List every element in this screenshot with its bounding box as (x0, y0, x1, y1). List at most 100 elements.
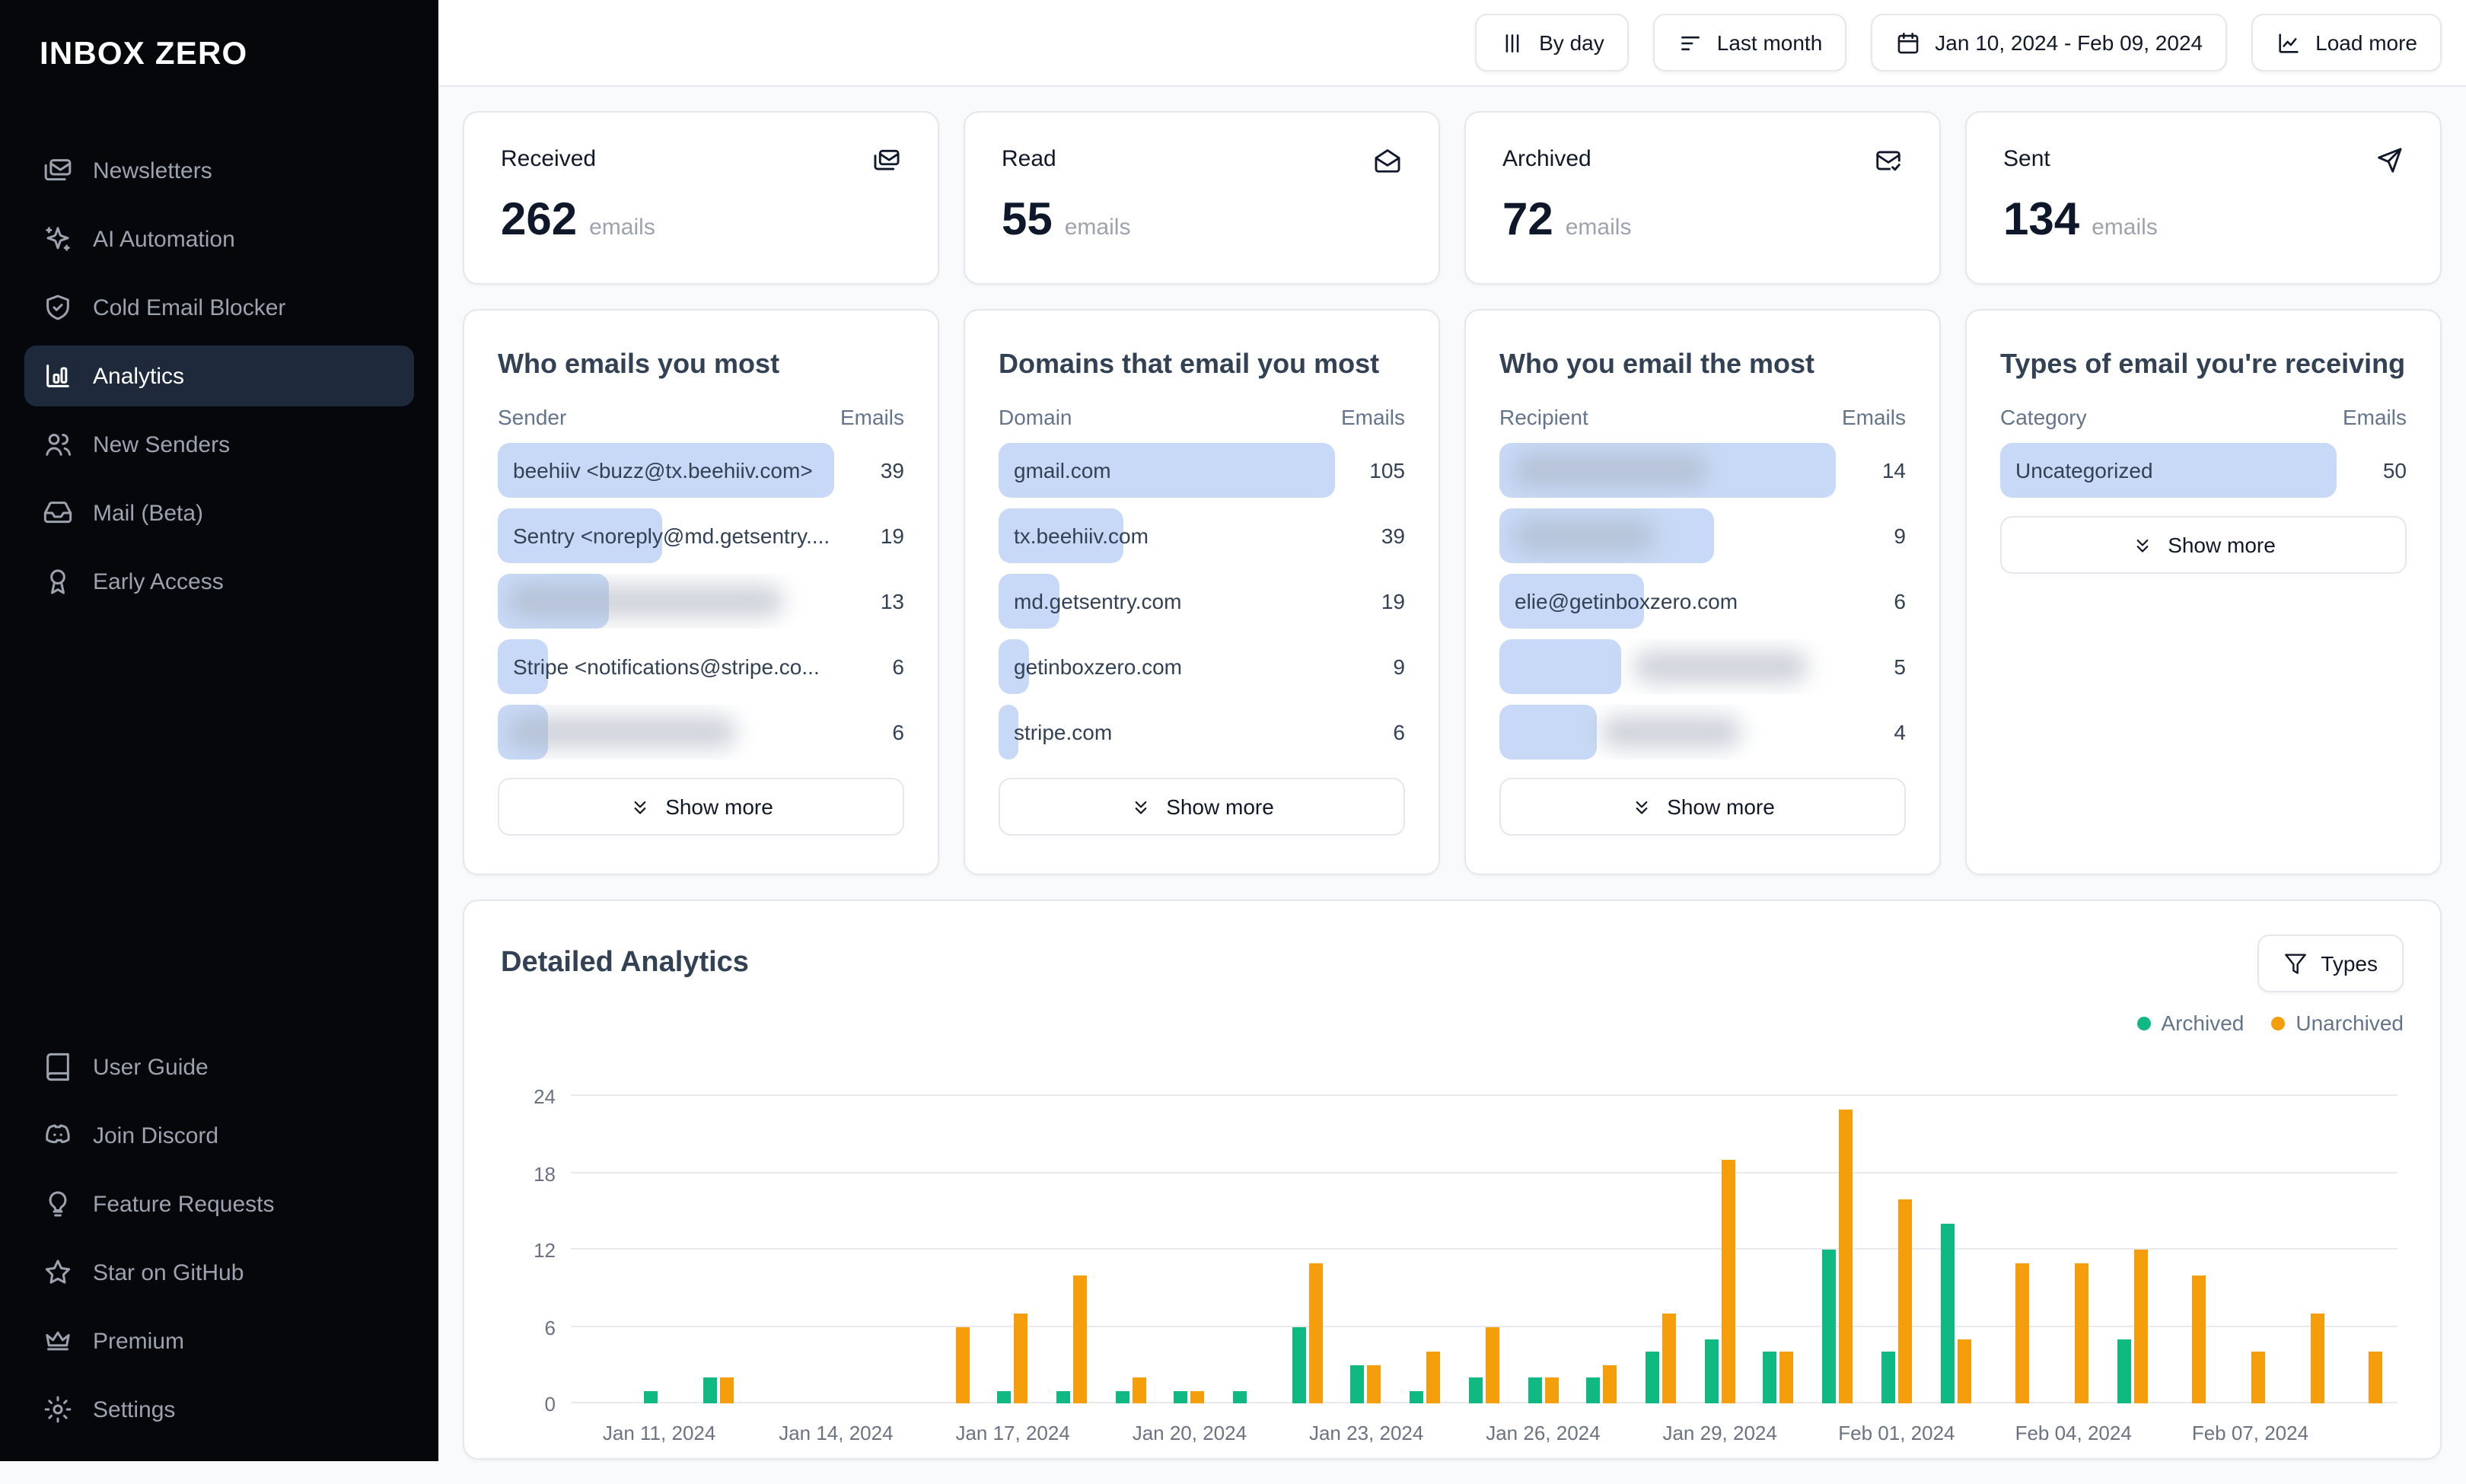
row-value: 19 (880, 524, 904, 548)
show-more-label: Show more (2168, 533, 2276, 557)
stats-row: Received 262 emails Read 55 emails Archived 72 e… (463, 111, 2442, 285)
row-bar-track: gmail.com (999, 443, 1335, 498)
bar-unarchived (2133, 1250, 2148, 1403)
chart-line-icon (2276, 30, 2302, 56)
sidebar-item-label: Settings (93, 1396, 176, 1422)
row-bar-track (1499, 639, 1836, 694)
table-row: getinboxzero.com 9 (999, 639, 1405, 694)
button-label: Last month (1716, 30, 1823, 55)
gridline (571, 1248, 2398, 1250)
settings-icon (43, 1394, 73, 1425)
bar-group (1454, 1068, 1513, 1403)
sidebar-item-join-discord[interactable]: Join Discord (24, 1105, 414, 1166)
show-more-button[interactable]: Show more (498, 778, 904, 836)
table-row: 13 (498, 574, 904, 629)
sidebar-item-feature-requests[interactable]: Feature Requests (24, 1174, 414, 1234)
sidebar-item-ai-automation[interactable]: AI Automation (24, 209, 414, 269)
sidebar-item-label: Star on GitHub (93, 1259, 244, 1285)
sidebar-item-star-on-github[interactable]: Star on GitHub (24, 1242, 414, 1303)
chevrons-down-icon (2131, 533, 2154, 556)
bar-unarchived (1544, 1377, 1559, 1403)
discord-icon (43, 1120, 73, 1151)
y-axis-tick-label: 12 (534, 1239, 556, 1263)
jan-10-2024-feb-09-2024-button[interactable]: Jan 10, 2024 - Feb 09, 2024 (1871, 14, 2228, 72)
stat-card-read: Read 55 emails (964, 111, 1440, 285)
x-axis-tick-label: Jan 26, 2024 (1486, 1422, 1601, 1444)
row-label: Sentry <noreply@md.getsentry.... (513, 524, 830, 548)
sidebar-item-newsletters[interactable]: Newsletters (24, 140, 414, 201)
panel-column-headers: Domain Emails (999, 405, 1405, 429)
x-axis-tick-label: Feb 01, 2024 (1838, 1422, 1955, 1444)
types-filter-label: Types (2321, 951, 2378, 976)
types-filter-button[interactable]: Types (2257, 935, 2404, 992)
show-more-label: Show more (1667, 795, 1775, 819)
bar-archived (644, 1390, 658, 1403)
last-month-button[interactable]: Last month (1652, 14, 1847, 72)
load-more-button[interactable]: Load more (2251, 14, 2442, 72)
x-axis-tick-label: Jan 23, 2024 (1308, 1422, 1424, 1444)
sidebar-item-early-access[interactable]: Early Access (24, 551, 414, 612)
bar-archived (1468, 1377, 1483, 1403)
row-value: 50 (2382, 458, 2407, 482)
app-logo: INBOX ZERO (40, 37, 248, 72)
bar-unarchived (2310, 1314, 2324, 1403)
bar-group (1690, 1068, 1749, 1403)
row-usage-bar (999, 508, 1123, 563)
column-header-value: Emails (1841, 405, 1906, 429)
table-row: Sentry <noreply@md.getsentry.... 19 (498, 508, 904, 563)
bar-group (571, 1068, 629, 1403)
blurred-redacted-text (508, 715, 737, 749)
show-more-button[interactable]: Show more (1499, 778, 1906, 836)
stat-value: 55 (1002, 195, 1053, 245)
sidebar-item-premium[interactable]: Premium (24, 1310, 414, 1371)
row-usage-bar (999, 639, 1029, 694)
row-bar-track: beehiiv <buzz@tx.beehiiv.com> (498, 443, 834, 498)
row-label: gmail.com (1014, 458, 1111, 482)
bar-group (689, 1068, 747, 1403)
row-usage-bar (1499, 639, 1621, 694)
bar-unarchived (1308, 1263, 1323, 1403)
row-bar-track: stripe.com (999, 705, 1335, 760)
x-axis-tick-label: Jan 29, 2024 (1662, 1422, 1777, 1444)
by-day-button[interactable]: By day (1475, 14, 1629, 72)
row-label: Uncategorized (2015, 458, 2153, 482)
table-row: stripe.com 6 (999, 705, 1405, 760)
show-more-button[interactable]: Show more (2000, 516, 2407, 574)
show-more-button[interactable]: Show more (999, 778, 1405, 836)
table-row: gmail.com 105 (999, 443, 1405, 498)
bar-unarchived (1897, 1199, 1912, 1403)
legend-label: Archived (2161, 1011, 2245, 1035)
sidebar-item-new-senders[interactable]: New Senders (24, 414, 414, 475)
bar-group (1160, 1068, 1219, 1403)
sidebar-item-user-guide[interactable]: User Guide (24, 1037, 414, 1097)
column-header-label: Sender (498, 405, 567, 429)
sidebar-item-settings[interactable]: Settings (24, 1379, 414, 1440)
bar-archived (2117, 1339, 2131, 1403)
stat-unit: emails (2092, 215, 2158, 240)
bar-unarchived (1839, 1109, 1853, 1403)
sidebar-item-label: Analytics (93, 363, 185, 389)
bar-group (807, 1068, 865, 1403)
table-row: elie@getinboxzero.com 6 (1499, 574, 1906, 629)
sidebar-item-mail-beta[interactable]: Mail (Beta) (24, 482, 414, 543)
bar-group (1572, 1068, 1631, 1403)
legend-label: Unarchived (2296, 1011, 2404, 1035)
lightbulb-icon (43, 1189, 73, 1219)
chart-plot-area: Jan 11, 2024 Jan 14, 2024 Jan 17, 2024 Jan … (571, 1068, 2398, 1444)
row-usage-bar (498, 508, 663, 563)
row-usage-bar (999, 705, 1019, 760)
sidebar-item-cold-email-blocker[interactable]: Cold Email Blocker (24, 277, 414, 338)
row-bar-track (1499, 705, 1836, 760)
sidebar-nav: Newsletters AI Automation Cold Email Block… (0, 140, 438, 612)
blurred-redacted-text (1633, 650, 1809, 683)
row-usage-bar (1499, 705, 1598, 760)
sidebar-item-analytics[interactable]: Analytics (24, 346, 414, 406)
stat-label: Read (1002, 146, 1056, 172)
bar-archived (1056, 1390, 1070, 1403)
sidebar-item-label: Mail (Beta) (93, 500, 204, 526)
bar-unarchived (2015, 1263, 2030, 1403)
blurred-redacted-text (1512, 454, 1708, 487)
stat-label: Sent (2003, 146, 2050, 172)
y-axis-tick-label: 0 (544, 1393, 556, 1416)
legend-dot (2271, 1016, 2286, 1030)
